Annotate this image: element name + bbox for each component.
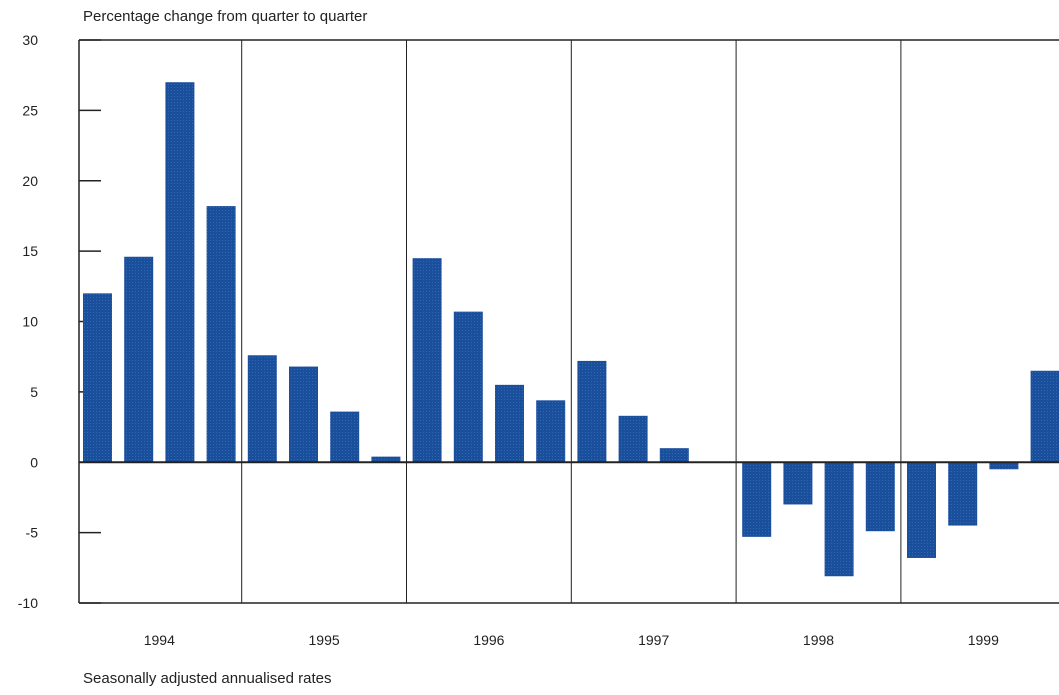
- bar: [206, 206, 236, 463]
- x-tick-label: 1994: [144, 632, 175, 648]
- bar: [783, 462, 813, 505]
- bar: [412, 258, 442, 463]
- y-tick-label: 10: [22, 314, 38, 330]
- bar: [371, 456, 401, 463]
- y-tick-label: 20: [22, 173, 38, 189]
- y-tick-label: 5: [30, 384, 38, 400]
- y-tick-label: 15: [22, 243, 38, 259]
- bar: [948, 462, 978, 526]
- bar: [83, 293, 112, 463]
- bar: [618, 415, 648, 463]
- chart-subtitle: Percentage change from quarter to quarte…: [83, 8, 368, 25]
- bar: [577, 360, 607, 463]
- bar: [495, 384, 524, 463]
- x-tick-label: 1999: [968, 632, 999, 648]
- bar: [247, 355, 277, 463]
- x-tick-label: 1996: [473, 632, 504, 648]
- bar: [165, 82, 195, 463]
- chart-footnote: Seasonally adjusted annualised rates: [83, 670, 332, 687]
- x-tick-label: 1998: [803, 632, 834, 648]
- y-tick-label: -10: [18, 595, 38, 611]
- bar: [289, 366, 318, 463]
- bar: [536, 400, 566, 463]
- bar: [907, 462, 936, 558]
- bar: [453, 311, 483, 463]
- y-tick-label: -5: [26, 525, 39, 541]
- y-tick-label: 0: [30, 454, 38, 470]
- bar: [742, 462, 772, 537]
- x-tick-label: 1995: [309, 632, 340, 648]
- bar: [659, 448, 689, 463]
- bar: [824, 462, 854, 577]
- y-tick-label: 30: [22, 32, 38, 48]
- x-tick-label: 1997: [638, 632, 669, 648]
- y-tick-label: 25: [22, 102, 38, 118]
- bar: [1030, 370, 1059, 463]
- bar: [989, 462, 1019, 470]
- bar: [330, 411, 360, 463]
- bar: [124, 256, 154, 463]
- bar: [865, 462, 895, 532]
